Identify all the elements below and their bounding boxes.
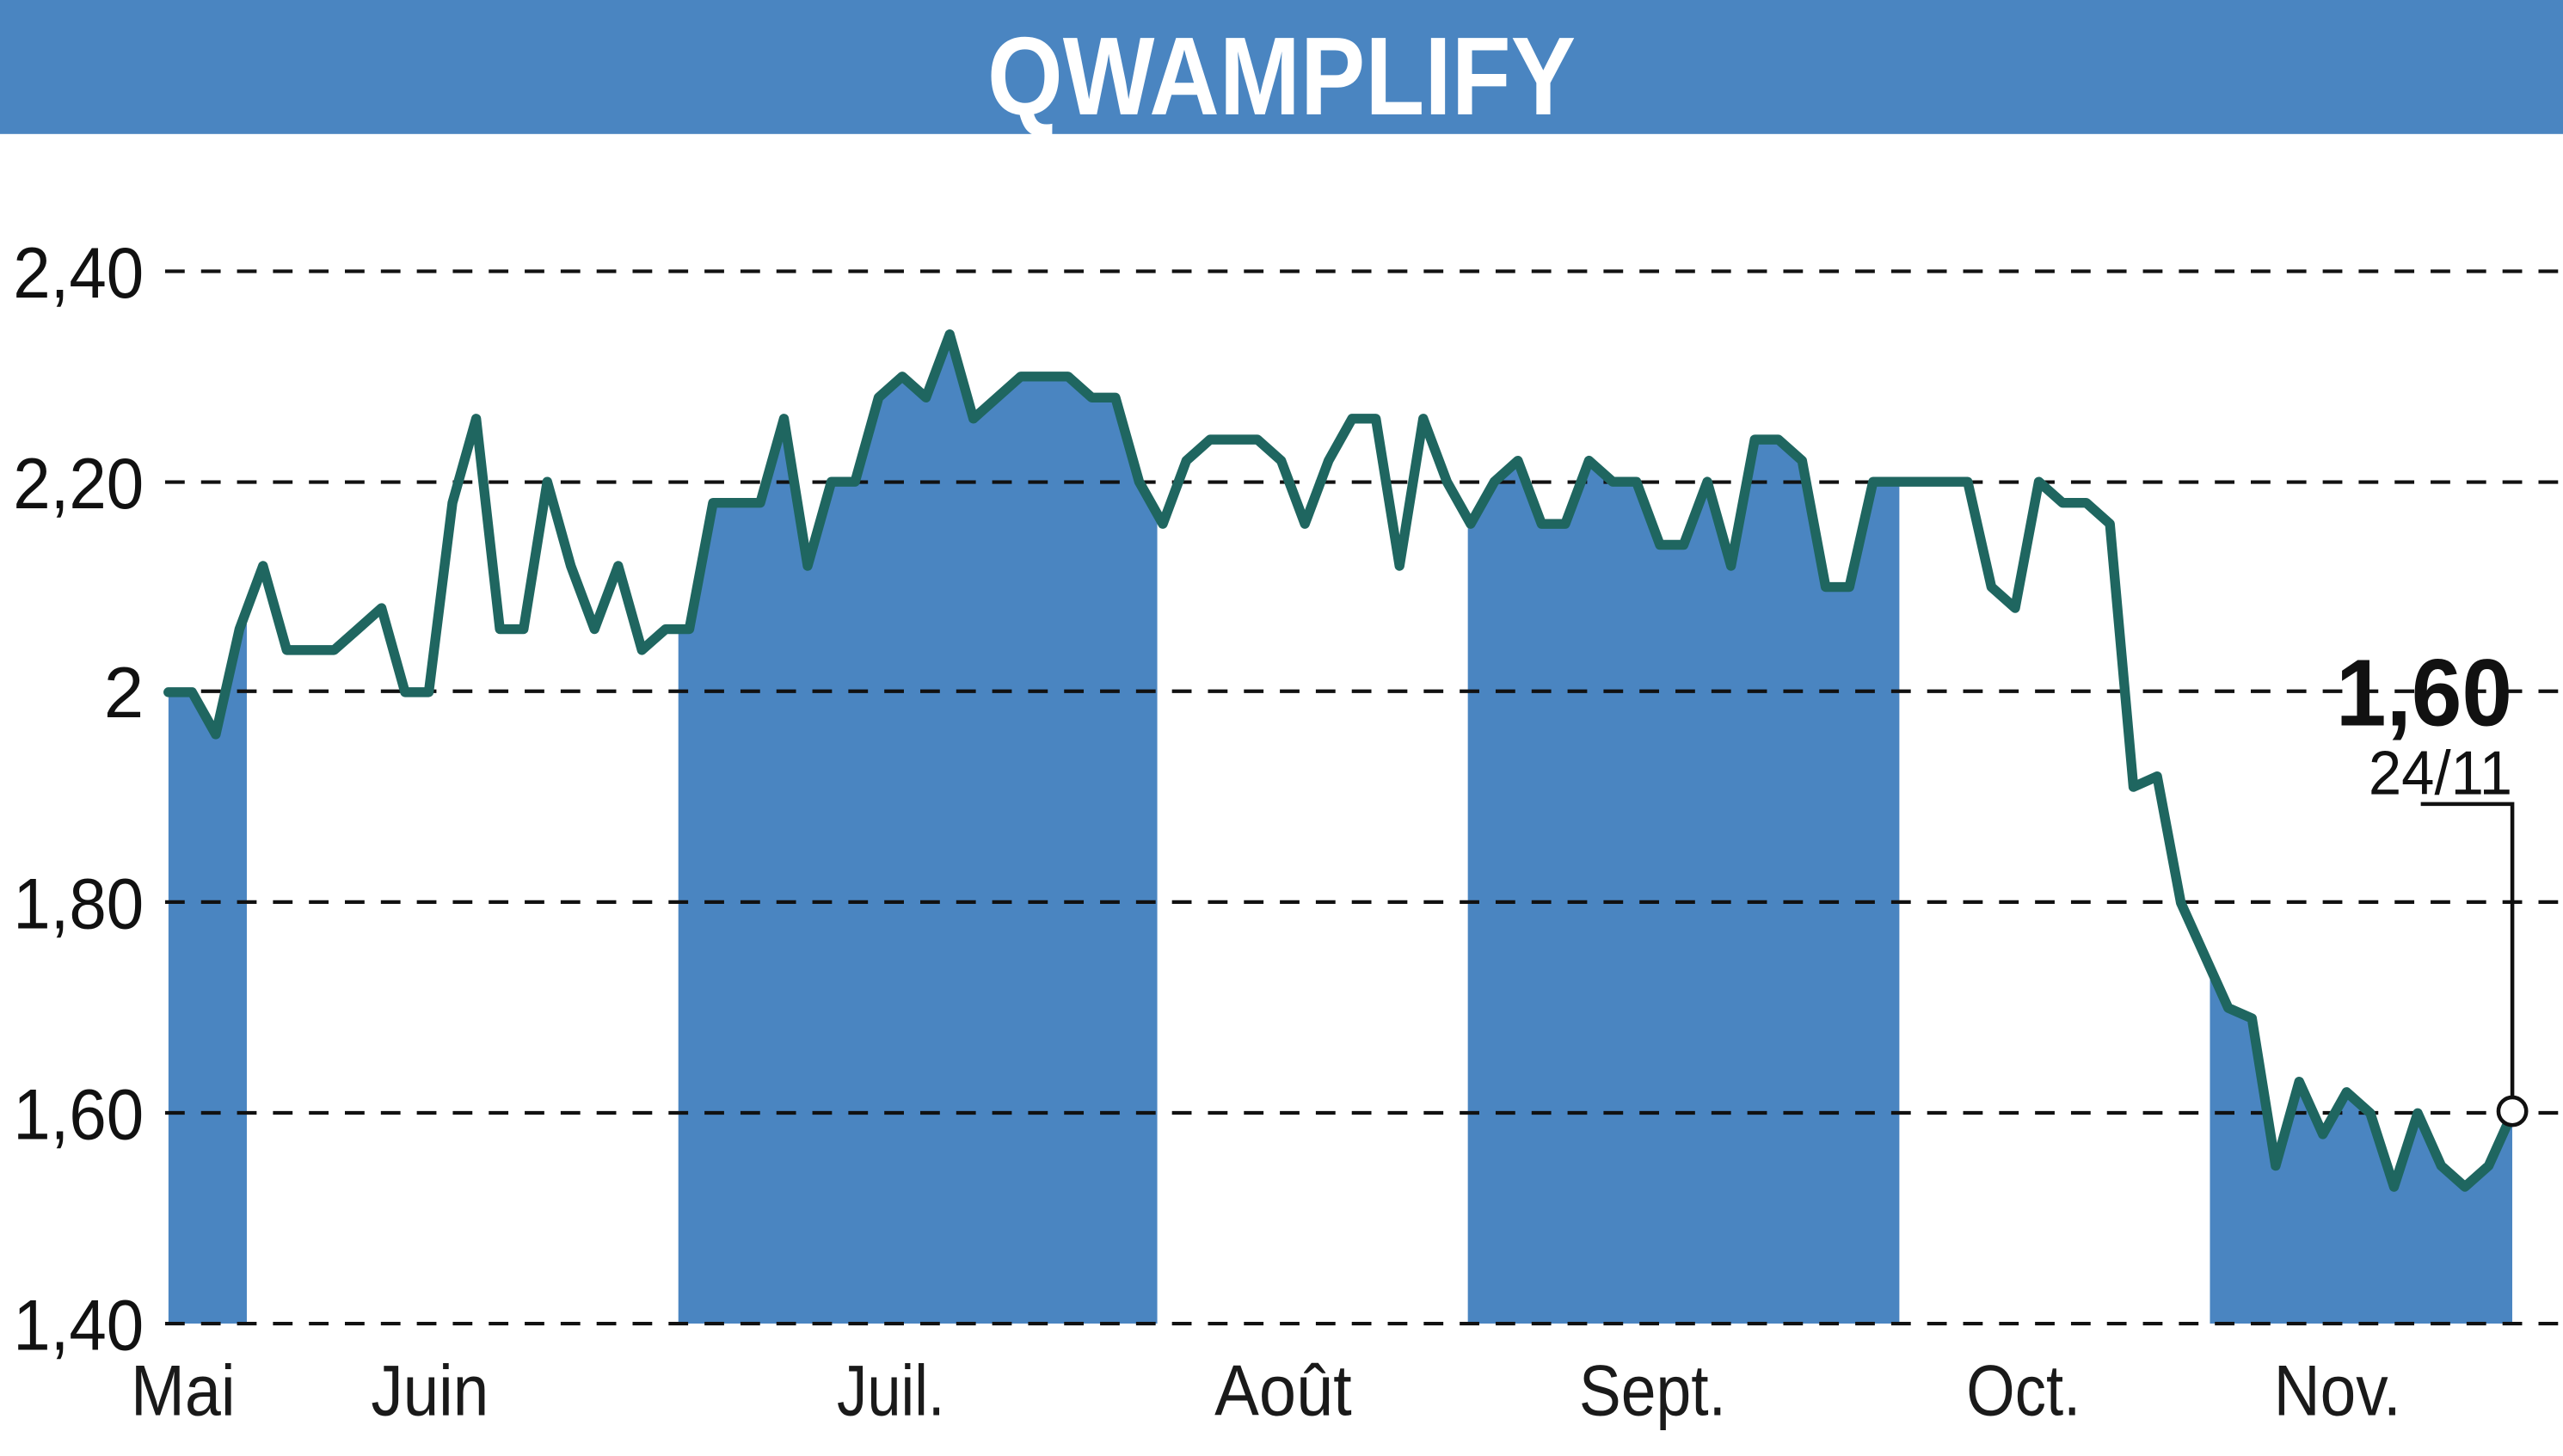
- ytick-label: 1,40: [13, 1285, 144, 1366]
- shade-mai: [168, 334, 247, 1324]
- shade-juil: [678, 334, 1158, 1324]
- xtick-label: Juin: [371, 1350, 489, 1431]
- xtick-label: Juil.: [837, 1350, 944, 1431]
- last-value-label: 1,60: [2336, 641, 2512, 746]
- ytick-label: 2,20: [13, 443, 144, 524]
- xtick-label: Août: [1214, 1350, 1352, 1431]
- xtick-label: Sept.: [1579, 1350, 1726, 1431]
- shade-sept: [1467, 334, 1900, 1324]
- ytick-label: 2,40: [13, 232, 144, 313]
- price-line: [163, 329, 2517, 1192]
- xtick-label: Mai: [131, 1350, 236, 1431]
- last-value-annotation: 1,60 24/11: [2336, 641, 2529, 1127]
- last-point-marker: [2496, 1095, 2529, 1127]
- chart-title: QWAMPLIFY: [987, 15, 1576, 138]
- x-axis: Mai Juin Juil. Août Sept. Oct. Nov.: [131, 1350, 2401, 1431]
- month-shading: [168, 334, 2513, 1324]
- header-band: [0, 0, 2563, 134]
- ytick-label: 1,80: [13, 863, 144, 943]
- y-axis: 2,40 2,20 2 1,80 1,60 1,40: [13, 232, 144, 1366]
- ytick-label: 2: [104, 652, 144, 733]
- ytick-label: 1,60: [13, 1073, 144, 1154]
- gridlines: [164, 269, 2563, 1326]
- xtick-label: Oct.: [1966, 1350, 2081, 1431]
- xtick-label: Nov.: [2274, 1350, 2401, 1431]
- last-date-label: 24/11: [2369, 739, 2512, 808]
- annotation-leader-line: [2420, 802, 2515, 1098]
